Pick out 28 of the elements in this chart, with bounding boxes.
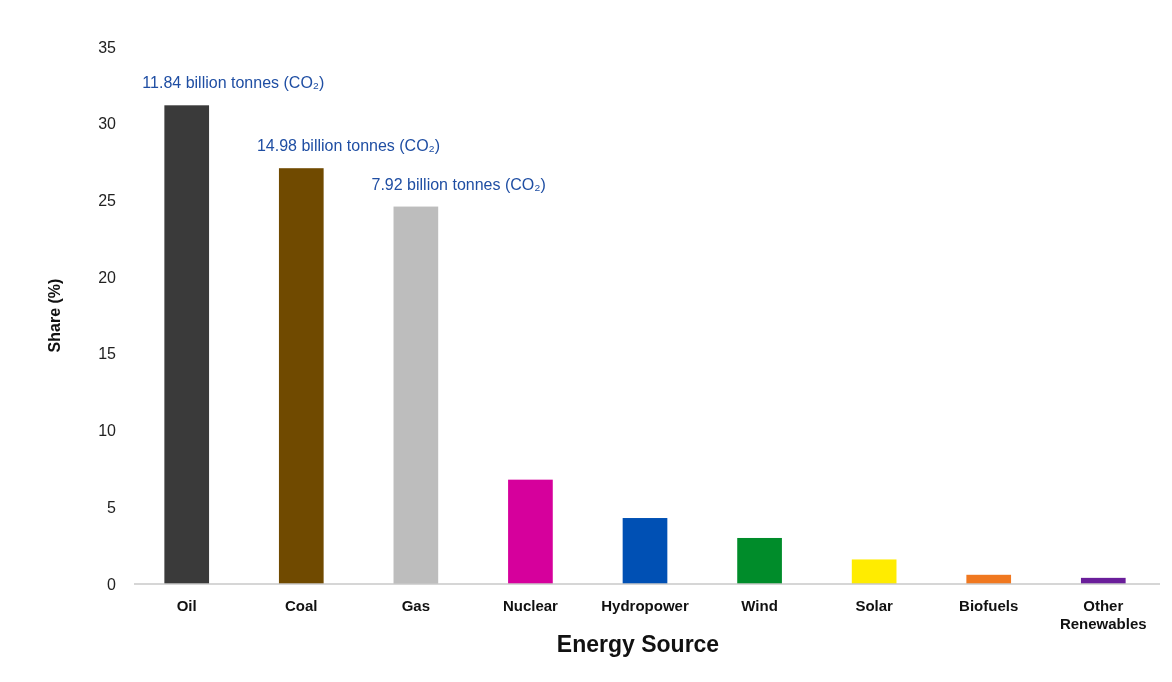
bar [164, 105, 210, 584]
x-tick-label: Coal [285, 597, 318, 614]
bar [851, 559, 897, 584]
y-tick-label: 15 [98, 345, 117, 363]
annotation: 11.84 billion tonnes (CO₂) [142, 74, 325, 92]
annotation: 14.98 billion tonnes (CO₂) [256, 137, 441, 155]
y-tick-label: 25 [98, 192, 117, 210]
x-tick-label: Oil [176, 597, 197, 614]
y-tick-label: 35 [98, 38, 117, 56]
x-tick-label: Hydropower [601, 597, 689, 614]
y-tick-label: 20 [98, 268, 117, 286]
bar [622, 518, 668, 584]
y-tick-label: 0 [107, 575, 117, 593]
y-tick-label: 5 [107, 498, 117, 516]
annotation: 7.92 billion tonnes (CO₂) [371, 175, 546, 193]
bar [508, 479, 553, 584]
x-tick-label: Nuclear [502, 597, 559, 614]
x-tick-label: Other Renewables [1059, 597, 1147, 632]
y-tick-label: 10 [98, 422, 117, 440]
x-axis-title: Energy Source [556, 631, 720, 657]
y-tick-label: 30 [98, 115, 117, 133]
x-tick-label: Solar [855, 597, 894, 614]
x-tick-label: Biofuels [959, 597, 1019, 614]
bar [278, 168, 324, 584]
y-axis-title: Share (%) [46, 278, 63, 353]
x-tick-label: Wind [741, 597, 778, 614]
x-tick-label: Gas [401, 597, 431, 614]
bar [737, 537, 782, 584]
